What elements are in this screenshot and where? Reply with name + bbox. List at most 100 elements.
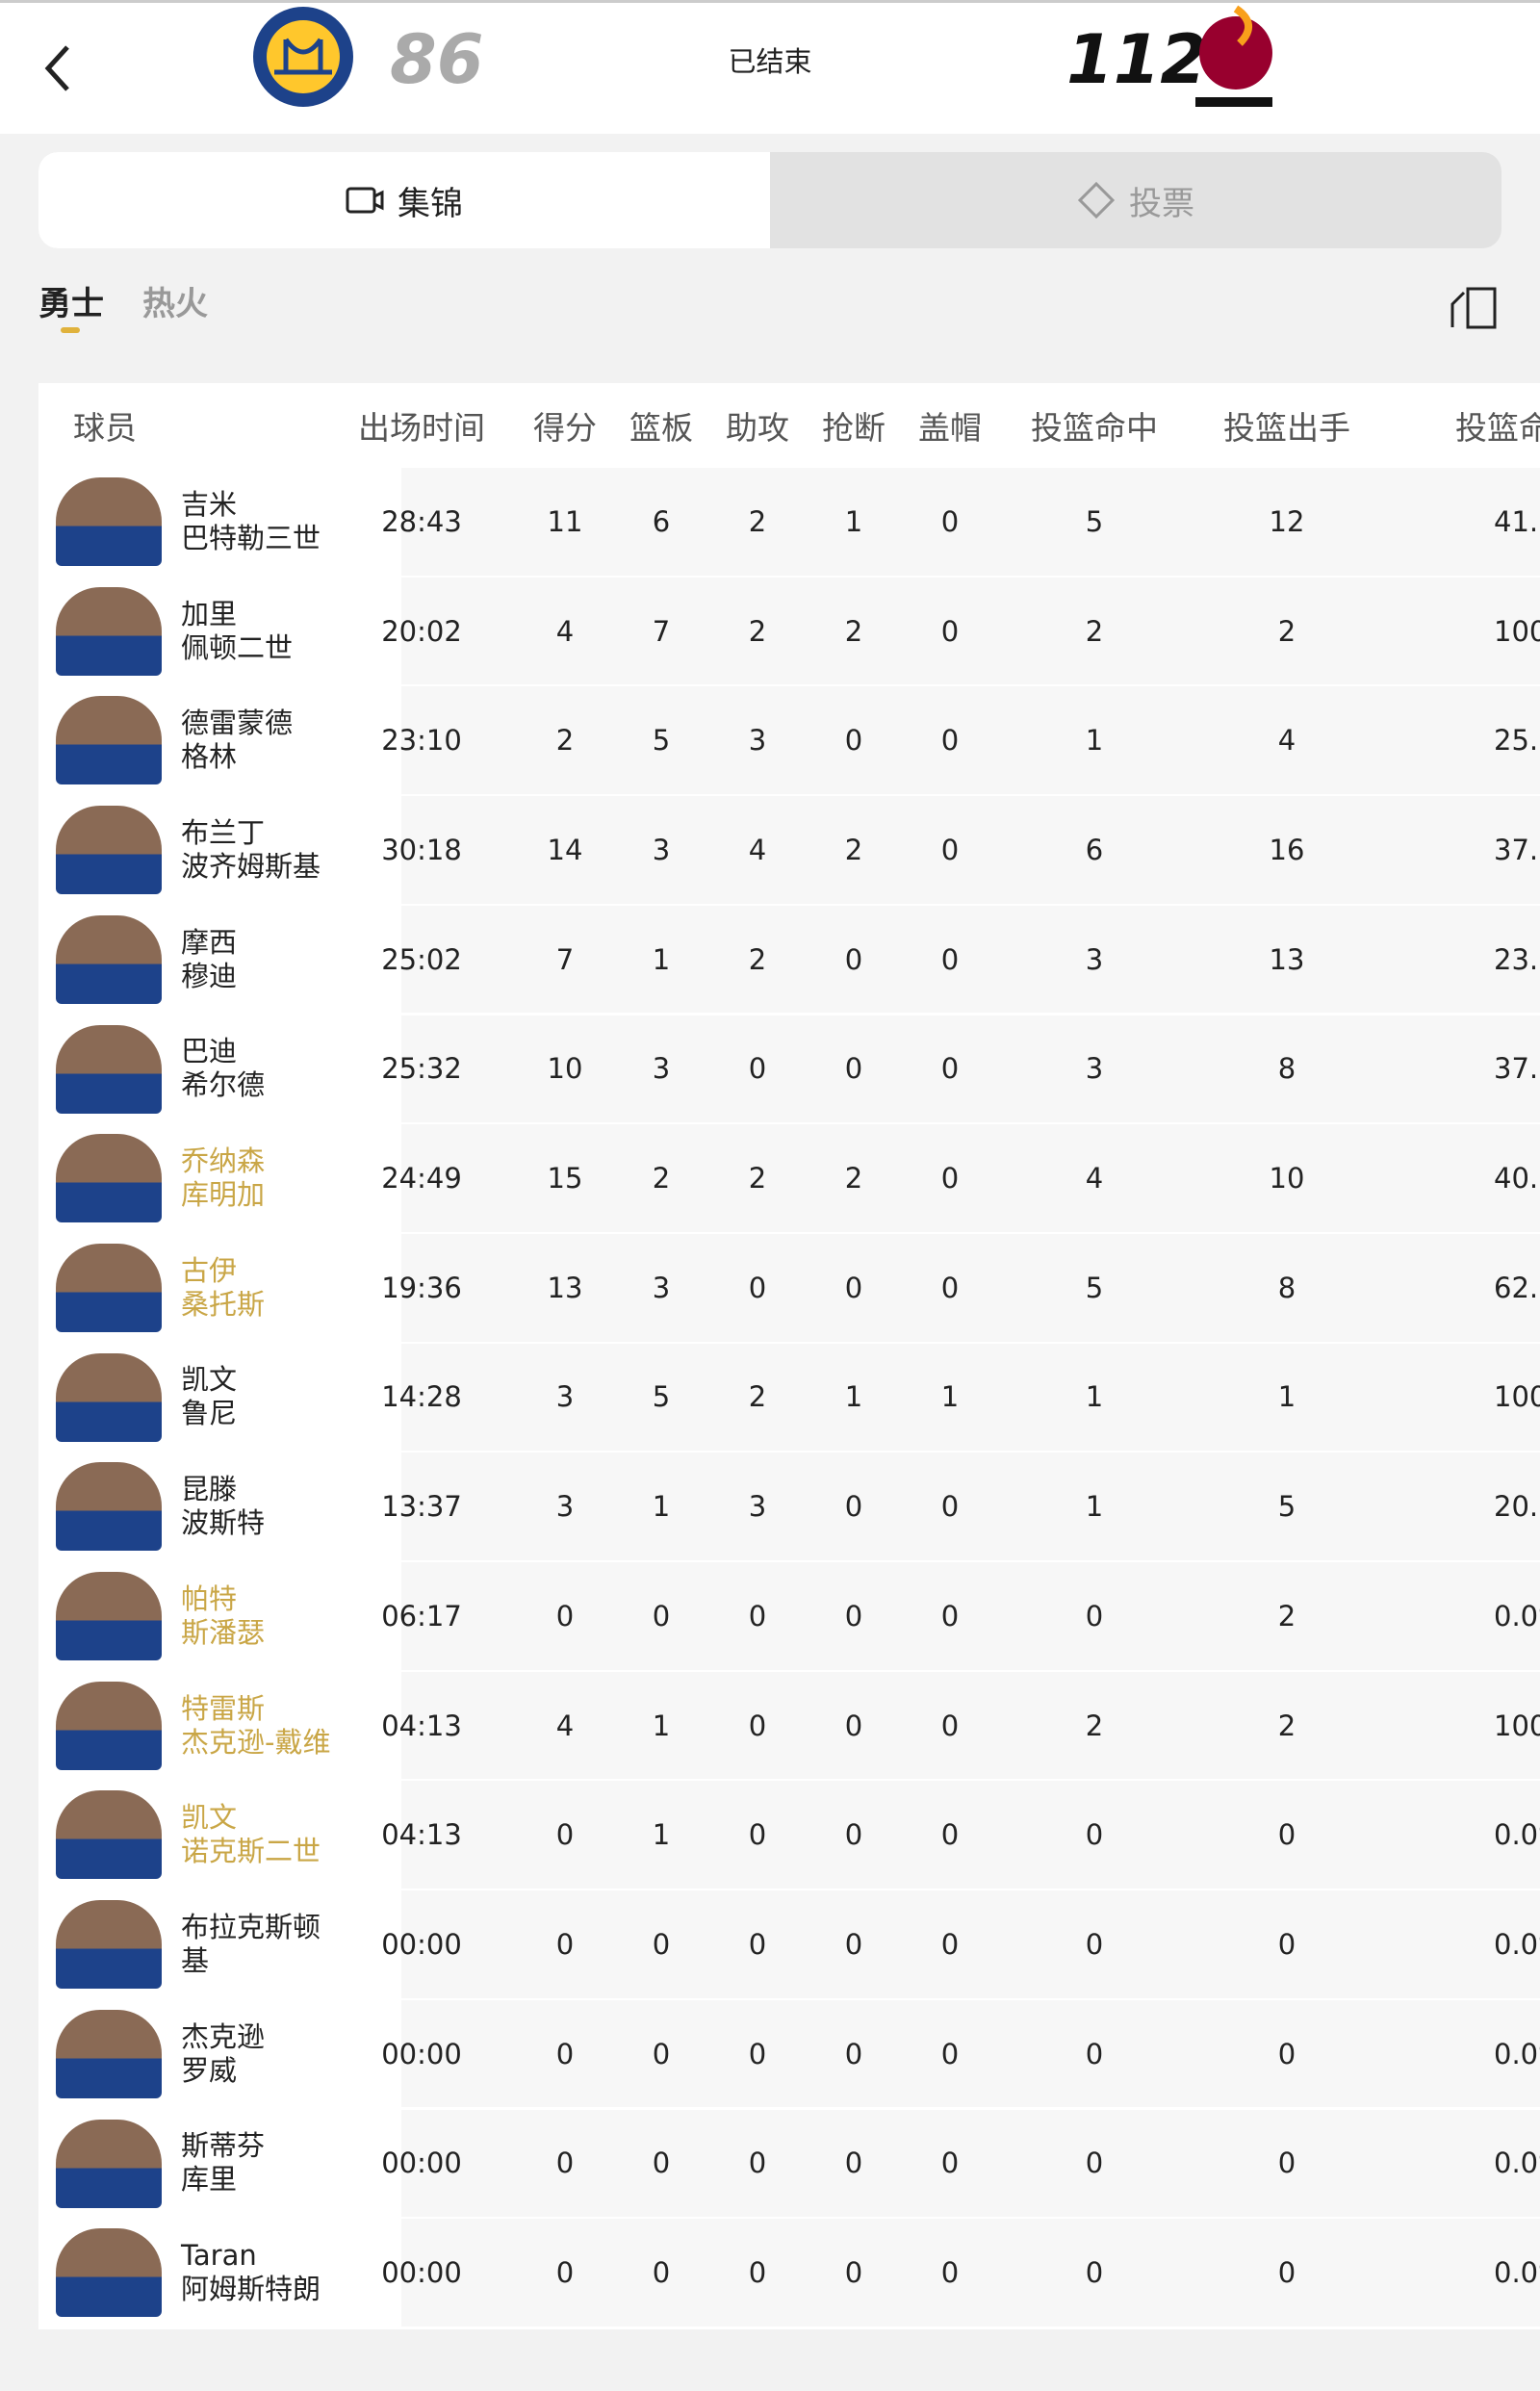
- team-tab[interactable]: 热火: [142, 285, 208, 323]
- stat-cell: 12: [1269, 504, 1305, 538]
- stat-cell: 2: [1277, 1599, 1296, 1633]
- player-name: 布拉克斯顿基: [181, 1890, 398, 1998]
- player-name-line: 佩顿二世: [181, 630, 294, 664]
- stat-cell: 0: [844, 1927, 863, 1961]
- stat-cell: 3: [555, 1380, 575, 1414]
- avatar: [56, 1790, 162, 1880]
- stat-cell: 30:18: [381, 833, 462, 866]
- player-name-line: 罗威: [181, 2053, 238, 2087]
- avatar: [56, 586, 162, 676]
- player-name-line: 加里: [181, 597, 238, 630]
- stat-cell: 0: [1085, 2147, 1104, 2180]
- away-score: 112: [1066, 20, 1208, 99]
- stat-cell: 0: [844, 942, 863, 976]
- stat-cell: 6: [1085, 833, 1104, 866]
- stat-cell: 1: [1085, 1380, 1104, 1414]
- stat-cell: 3: [555, 1490, 575, 1524]
- stat-cell: 0: [652, 1599, 671, 1633]
- player-name-line: 波齐姆斯基: [181, 849, 321, 883]
- stat-cell: 0: [748, 1271, 767, 1304]
- stat-cell: 0: [555, 1818, 575, 1852]
- stat-cell: 0: [555, 1927, 575, 1961]
- stat-cell: 04:13: [381, 1818, 462, 1852]
- stat-cell: 0: [940, 1271, 960, 1304]
- avatar: [56, 1352, 162, 1442]
- team-tab-active[interactable]: 勇士: [38, 285, 104, 323]
- player-name-line: 古伊: [181, 1253, 238, 1287]
- stat-cell: 2: [1085, 1709, 1104, 1742]
- player-name: 昆滕 波斯特: [181, 1453, 398, 1560]
- stat-cell: 2: [1085, 614, 1104, 648]
- tab-highlights[interactable]: 集锦: [38, 152, 770, 248]
- tab-vote[interactable]: 投票: [770, 152, 1502, 248]
- stat-cell: 1: [1277, 1380, 1296, 1414]
- stat-cell: 00:00: [381, 1927, 462, 1961]
- player-name-line: 布兰丁: [181, 815, 266, 849]
- player-name: 摩西 穆迪: [181, 906, 398, 1014]
- player-name-line: 摩西: [181, 925, 238, 959]
- home-logo: [253, 7, 353, 107]
- stat-cell: 0.0%: [1494, 2256, 1540, 2290]
- player-name-line: 昆滕: [181, 1473, 238, 1506]
- stat-cell: 40.0%: [1494, 1162, 1540, 1196]
- stat-cell: 0: [1085, 1818, 1104, 1852]
- player-name-line: 杰克逊: [181, 2019, 266, 2053]
- stat-cell: 2: [748, 942, 767, 976]
- stat-cell: 2: [555, 724, 575, 758]
- player-name-line: 凯文: [181, 1801, 238, 1835]
- stat-cell: 62.5%: [1494, 1271, 1540, 1304]
- stat-cell: 1: [940, 1380, 960, 1414]
- stat-cell: 100%: [1494, 1380, 1540, 1414]
- stat-cell: 0: [748, 2256, 767, 2290]
- stat-cell: 13:37: [381, 1490, 462, 1524]
- stat-cell: 0.0%: [1494, 2037, 1540, 2070]
- player-name: 斯蒂芬 库里: [181, 2110, 398, 2218]
- stat-cell: 4: [555, 614, 575, 648]
- avatar: [56, 477, 162, 566]
- stat-cell: 1: [844, 504, 863, 538]
- player-name-line: 德雷蒙德: [181, 707, 294, 740]
- header: 86 已结束 112: [0, 0, 1540, 134]
- stat-cell: 10: [547, 1052, 583, 1086]
- stat-cell: 0.0%: [1494, 1599, 1540, 1633]
- stat-cell: 2: [844, 833, 863, 866]
- stat-cell: 0: [844, 1599, 863, 1633]
- tab-label: 投票: [1129, 184, 1194, 223]
- stat-cell: 2: [748, 614, 767, 648]
- stat-cell: 0: [748, 1599, 767, 1633]
- stat-cell: 0: [1085, 2256, 1104, 2290]
- away-logo: [1195, 5, 1272, 107]
- player-name: 凯文 鲁尼: [181, 1344, 398, 1452]
- stat-cell: 3: [748, 724, 767, 758]
- stat-cell: 0: [940, 1599, 960, 1633]
- back-button[interactable]: [38, 41, 77, 95]
- avatar: [56, 914, 162, 1004]
- avatar: [56, 2119, 162, 2208]
- avatar: [56, 806, 162, 895]
- stat-cell: 0: [748, 1818, 767, 1852]
- avatar: [56, 1243, 162, 1332]
- avatar: [56, 1024, 162, 1114]
- stat-cell: 0: [844, 1818, 863, 1852]
- player-name: 凯文 诺克斯二世: [181, 1781, 398, 1889]
- player-name: Taran 阿姆斯特朗: [181, 2219, 398, 2327]
- stat-cell: 3: [1085, 1052, 1104, 1086]
- stat-cell: 0: [1277, 2256, 1296, 2290]
- player-name: 乔纳森 库明加: [181, 1124, 398, 1232]
- stat-cell: 28:43: [381, 504, 462, 538]
- stat-cell: 0: [748, 2037, 767, 2070]
- avatar: [56, 1462, 162, 1552]
- stat-cell: 5: [652, 724, 671, 758]
- stat-cell: 0: [844, 1709, 863, 1742]
- stat-cell: 0: [1277, 2147, 1296, 2180]
- stat-cell: 0: [748, 1709, 767, 1742]
- stat-cell: 100%: [1494, 614, 1540, 648]
- stat-cell: 0: [940, 833, 960, 866]
- stat-cell: 37.5%: [1494, 833, 1540, 866]
- stat-cell: 0: [940, 1818, 960, 1852]
- stat-cell: 2: [844, 614, 863, 648]
- player-name-line: Taran: [181, 2239, 257, 2273]
- rotate-button[interactable]: [1449, 285, 1501, 331]
- header-cell: 投篮命中率: [1455, 409, 1540, 447]
